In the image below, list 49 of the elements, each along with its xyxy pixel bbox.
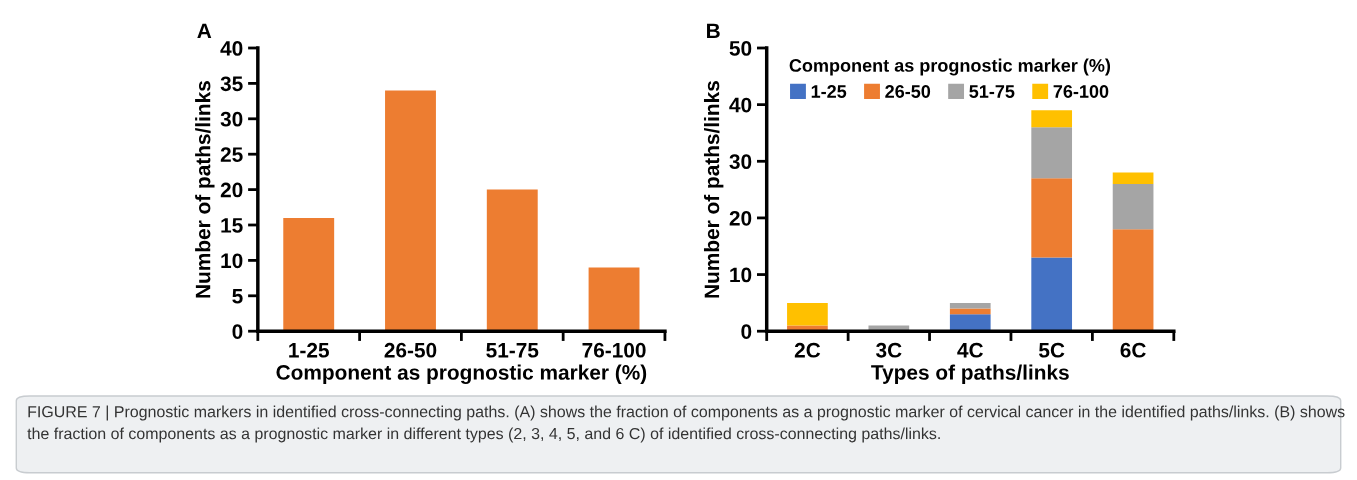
legend-title: Component as prognostic marker (%) — [789, 58, 1111, 76]
x-tick-label: 4C — [957, 342, 983, 358]
y-tick-label: 10 — [221, 253, 243, 269]
bar — [1112, 183, 1154, 230]
y-axis-title: Number of paths/links — [195, 81, 215, 298]
caption: FIGURE 7 | Prognostic markers in identified cross-connecting paths. (A) shows the fraction of components as a prognostic marker of cervical cancer in the identified paths/links. (B) shows the fraction of components as a prognostic marker in different types (2, 3, 4, 5, and 6 C) of identified cross-connecting paths/links. — [27, 405, 1345, 443]
x-axis-title: Component as prognostic marker (%) — [276, 364, 647, 385]
bar — [949, 302, 991, 309]
bar — [283, 217, 335, 332]
chart-title: A — [197, 23, 212, 39]
chart-title: B — [707, 23, 720, 39]
bar — [1031, 178, 1073, 258]
y-tick-label: 50 — [729, 41, 752, 56]
y-tick-label: 5 — [232, 289, 243, 304]
x-tick-label: 6C — [1120, 342, 1146, 358]
y-tick-label: 40 — [729, 97, 752, 113]
y-tick-label: 30 — [220, 111, 243, 127]
legend-label: 26-50 — [885, 85, 931, 98]
x-tick-label: 3C — [876, 342, 902, 358]
y-tick-label: 20 — [220, 182, 243, 198]
y-tick-label: 0 — [232, 324, 243, 339]
legend-label: 1-25 — [811, 85, 847, 98]
bar — [385, 90, 436, 332]
y-tick-label: 15 — [221, 218, 243, 233]
y-tick-label: 35 — [220, 76, 243, 92]
y-axis-title: Number of paths/links — [703, 81, 724, 298]
y-tick-label: 20 — [729, 210, 752, 226]
x-tick-label: 1-25 — [289, 342, 329, 358]
y-tick-label: 30 — [729, 154, 752, 170]
y-tick-label: 0 — [741, 324, 752, 339]
bar — [1112, 229, 1154, 332]
y-tick-label: 25 — [220, 147, 243, 162]
bar — [588, 267, 640, 332]
x-tick-label: 2C — [794, 342, 821, 358]
y-tick-label: 40 — [220, 41, 243, 56]
bar — [787, 302, 828, 326]
y-tick-label: 10 — [730, 267, 752, 283]
x-tick-label: 5C — [1039, 342, 1065, 358]
bar — [1031, 257, 1073, 332]
x-tick-label: 76-100 — [582, 342, 646, 358]
x-tick-label: 26-50 — [384, 342, 437, 358]
legend-label: 51-75 — [969, 85, 1015, 98]
legend-label: 76-100 — [1053, 85, 1109, 98]
bar — [1031, 110, 1073, 128]
bar — [1031, 127, 1073, 179]
bar — [1112, 172, 1154, 184]
x-axis-title: Types of paths/links — [871, 364, 1069, 384]
bar — [486, 189, 538, 332]
x-tick-label: 51-75 — [486, 343, 539, 358]
